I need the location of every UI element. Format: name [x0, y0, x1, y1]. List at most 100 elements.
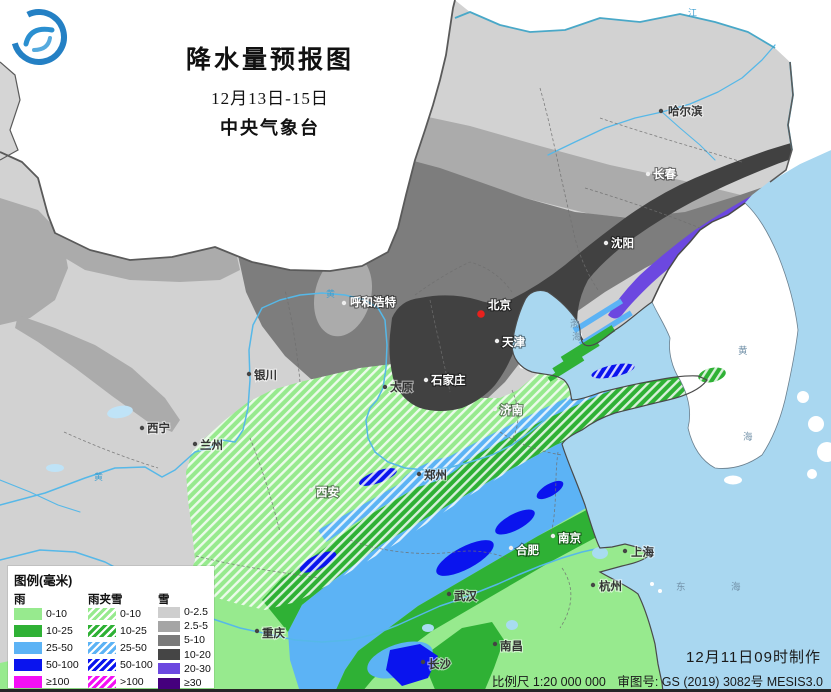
lakes	[46, 405, 608, 632]
mongolia-region	[0, 0, 455, 271]
city-dot	[603, 240, 609, 246]
legend-item: 10-25	[14, 622, 86, 639]
legend-item: 0-10	[14, 605, 86, 622]
sea-name-label: 海	[572, 331, 582, 343]
city-label: 南昌	[500, 639, 523, 653]
legend-range-label: 25-50	[120, 641, 147, 654]
legend-item: 0-2.5	[158, 605, 216, 619]
island-5	[650, 582, 654, 586]
legend-range-label: 5-10	[184, 634, 206, 647]
national-border-west-sliver	[0, 61, 21, 161]
island-3	[817, 442, 831, 462]
hatched-swatch	[88, 624, 116, 637]
city-dot	[622, 548, 628, 554]
river-name-label: 江	[688, 8, 697, 18]
legend-item: >100	[88, 673, 160, 690]
city-dot	[308, 487, 314, 493]
legend-title: 图例(毫米)	[14, 574, 73, 588]
color-swatch	[14, 658, 42, 671]
color-swatch	[158, 606, 180, 618]
legend-group-1: 雨夹雪 0-10 10-25 25-50 50-100 >100	[88, 591, 160, 690]
map-scale-line: 比例尺 1:20 000 000 审图号: GS (2019) 3082号 ME…	[484, 671, 823, 690]
snow-medium-west-blob	[0, 198, 68, 325]
legend-range-label: >100	[120, 675, 144, 688]
legend-item: 2.5-5	[158, 619, 216, 633]
color-swatch	[158, 634, 180, 646]
city-dot	[645, 171, 651, 177]
sea-labels: 渤海黄海东海	[570, 318, 753, 593]
city-dot	[446, 591, 452, 597]
legend-item: ≥100	[14, 673, 86, 690]
legend-columns: 雨 0-10 10-25 25-50 50-100 ≥100 雨夹雪 0-10 10-25 25-…	[14, 589, 214, 689]
legend-range-label: 0-10	[120, 607, 142, 620]
legend-item: 10-25	[88, 622, 160, 639]
production-timestamp: 12月11日09时制作	[686, 649, 821, 666]
legend-range-label: 25-50	[46, 641, 73, 654]
rain-heavy-blob-jiangsu	[536, 480, 564, 500]
color-swatch	[158, 663, 180, 675]
city-label: 长春	[653, 167, 676, 181]
liaodong-sleet-stripes	[547, 298, 633, 382]
city-label: 银川	[254, 368, 277, 382]
city-dot	[550, 533, 556, 539]
city-dot	[590, 582, 596, 588]
city-dot	[492, 406, 498, 412]
color-swatch	[158, 620, 180, 632]
city-label: 重庆	[262, 626, 285, 640]
shandong-tip-sleet	[591, 363, 726, 383]
rain-heavy-blob-south	[386, 644, 438, 686]
color-swatch	[14, 641, 42, 654]
snow-medium-diagonal-band	[15, 315, 180, 432]
color-swatch	[14, 624, 42, 637]
legend-range-label: ≥100	[46, 675, 70, 688]
island-2	[808, 416, 824, 432]
legend-range-label: ≥30	[184, 677, 202, 690]
city-label: 济南	[500, 403, 523, 417]
city-dot	[420, 659, 426, 665]
agency-name: 中央气象台	[220, 118, 320, 138]
legend-item: ≥30	[158, 676, 216, 690]
sea-name-label: 海	[731, 581, 741, 593]
legend-group-0: 雨 0-10 10-25 25-50 50-100 ≥100	[14, 591, 86, 690]
city-label: 石家庄	[430, 373, 466, 387]
rain-heavy-blob-wuhan-ne	[436, 540, 494, 576]
city-dot	[254, 628, 260, 634]
legend-group-2: 雪 0-2.5 2.5-5 5-10 10-20 20-30 ≥30	[158, 591, 216, 690]
jeju-island	[724, 475, 742, 485]
city-dot	[423, 377, 429, 383]
coastline	[511, 289, 708, 692]
map-title: 降水量预报图	[185, 47, 354, 74]
national-border-yalu	[651, 202, 746, 303]
legend-range-label: 0-2.5	[184, 606, 208, 619]
legend-range-label: 2.5-5	[184, 620, 208, 633]
legend-range-label: 10-25	[46, 624, 73, 637]
russia-region	[455, 0, 831, 182]
island-4	[807, 469, 817, 479]
sea-name-label: 黄	[738, 345, 748, 357]
city-label: 哈尔滨	[668, 104, 703, 118]
sleet-hatch-overlay	[185, 364, 705, 610]
legend-range-label: 20-30	[184, 662, 211, 675]
color-swatch	[14, 675, 42, 688]
city-dot	[246, 371, 252, 377]
hatched-swatch	[88, 675, 116, 688]
city-label: 南京	[558, 531, 581, 545]
city-label: 上海	[631, 545, 654, 559]
province-borders	[63, 87, 743, 629]
city-label: 太原	[389, 380, 413, 394]
city-dot	[416, 471, 422, 477]
title-block: 降水量预报图 12月13日-15日 中央气象台	[140, 40, 400, 140]
river-name-label: 黄	[326, 288, 335, 299]
city-label: 呼和浩特	[350, 295, 396, 309]
rain-heavy-blob-anhui	[495, 509, 535, 535]
sea-name-label: 东	[676, 581, 686, 593]
legend-item: 5-10	[158, 633, 216, 647]
legend-item: 25-50	[88, 639, 160, 656]
color-swatch	[158, 649, 180, 661]
color-swatch	[14, 607, 42, 620]
city-dot	[139, 425, 145, 431]
city-label: 北京	[488, 298, 511, 312]
legend-group-label: 雨夹雪	[88, 594, 123, 606]
hatched-swatch	[88, 607, 116, 620]
